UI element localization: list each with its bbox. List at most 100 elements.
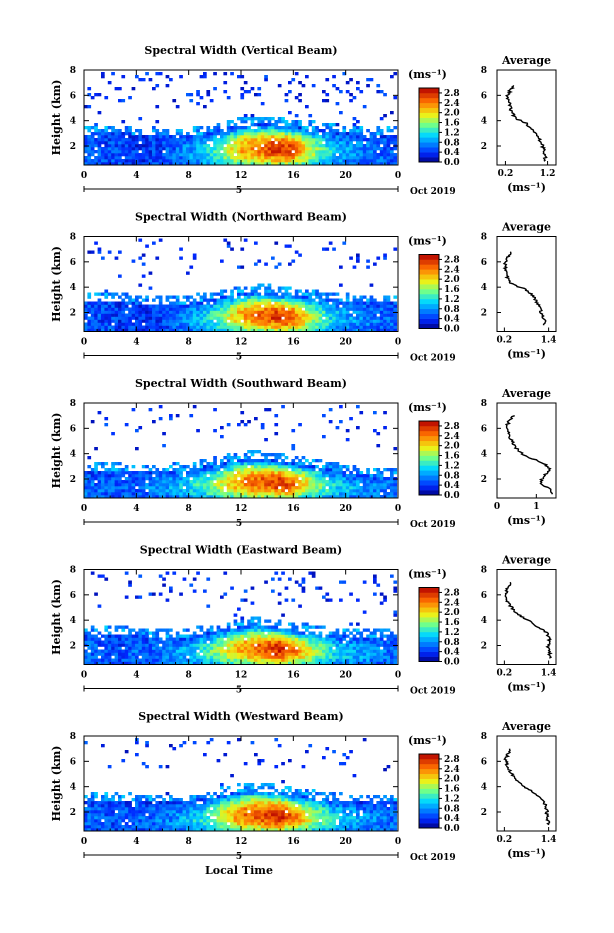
heatmap-cell [315,459,319,462]
heatmap-cell [227,323,231,326]
heatmap-cell [227,150,231,153]
heatmap-cell [288,492,292,495]
heatmap-cell [142,299,146,302]
heatmap-cell [305,147,309,150]
heatmap-cell [393,489,397,492]
heatmap-cell [332,138,336,141]
heatmap-cell [315,653,319,656]
heatmap-cell [91,659,95,662]
heatmap-cell [251,135,255,138]
heatmap-cell [230,320,234,323]
heatmap-cell [104,462,108,465]
heatmap-cell [237,305,241,308]
heatmap-cell [135,302,139,305]
heatmap-cell [251,647,255,650]
heatmap-cell [125,647,129,650]
heatmap-cell [268,326,272,329]
heatmap-cell [203,147,207,150]
heatmap-cell [94,314,98,317]
heatmap-cell [135,644,139,647]
heatmap-cell [281,117,285,120]
heatmap-cell [322,647,326,650]
heatmap-cell [145,72,149,75]
colorbar-segment [419,319,439,324]
heatmap-cell [336,299,340,302]
heatmap-cell [353,147,357,150]
heatmap-cell [366,326,370,329]
heatmap-cell [189,414,193,417]
heatmap-cell [349,483,353,486]
heatmap-cell [322,147,326,150]
heatmap-cell [295,120,299,123]
heatmap-cell [278,311,282,314]
heatmap-cell [274,629,278,632]
heatmap-cell [281,614,285,617]
heatmap-cell [390,150,394,153]
heatmap-cell [227,641,231,644]
heatmap-cell [244,135,248,138]
heatmap-cell [356,468,360,471]
heatmap-cell [203,647,207,650]
heatmap-cell [380,150,384,153]
heatmap-cell [223,320,227,323]
heatmap-cell [285,138,289,141]
heatmap-cell [213,459,217,462]
heatmap-cell [336,629,340,632]
heatmap-cell [237,287,241,290]
heatmap-cell [257,93,261,96]
heatmap-cell [121,141,125,144]
heatmap-cell [298,311,302,314]
heatmap-cell [322,302,326,305]
heatmap-cell [380,326,384,329]
heatmap-cell [370,659,374,662]
heatmap-cell [121,653,125,656]
colorbar-segment [419,103,439,108]
heatmap-cell [390,480,394,483]
heatmap-cell [227,477,231,480]
heatmap-cell [217,150,221,153]
heatmap-cell [223,314,227,317]
heatmap-cell [234,638,238,641]
heatmap-cell [227,656,231,659]
heatmap-cell [237,471,241,474]
heatmap-cell [200,483,204,486]
heatmap-cell [142,638,146,641]
heatmap-cell [349,623,353,626]
heatmap-cell [176,159,180,162]
y-tick-label: 6 [70,591,76,601]
heatmap-cell [101,311,105,314]
heatmap-cell [359,156,363,159]
heatmap-cell [373,477,377,480]
heatmap-cell [285,123,289,126]
heatmap-cell [108,311,112,314]
heatmap-cell [373,263,377,266]
heatmap-cell [349,323,353,326]
heatmap-cell [373,653,377,656]
heatmap-cell [125,641,129,644]
heatmap-cell [308,480,312,483]
heatmap-cell [291,465,295,468]
heatmap-cell [94,320,98,323]
heatmap-cell [254,465,258,468]
heatmap-cell [370,159,374,162]
heatmap-cell [227,326,231,329]
heatmap-cell [302,156,306,159]
heatmap-cell [227,489,231,492]
heatmap-cell [380,635,384,638]
heatmap-cell [179,257,183,260]
heatmap-cell [240,650,244,653]
heatmap-cell [305,135,309,138]
heatmap-cell [183,656,187,659]
heatmap-cell [268,638,272,641]
heatmap-cell [183,468,187,471]
heatmap-cell [179,314,183,317]
heatmap-cell [254,629,258,632]
heatmap-cell [237,126,241,129]
heatmap-cell [298,254,302,257]
heatmap-cell [98,141,102,144]
heatmap-cell [366,260,370,263]
heatmap-cell [373,635,377,638]
heatmap-cell [210,489,214,492]
heatmap-cell [315,302,319,305]
heatmap-cell [196,468,200,471]
